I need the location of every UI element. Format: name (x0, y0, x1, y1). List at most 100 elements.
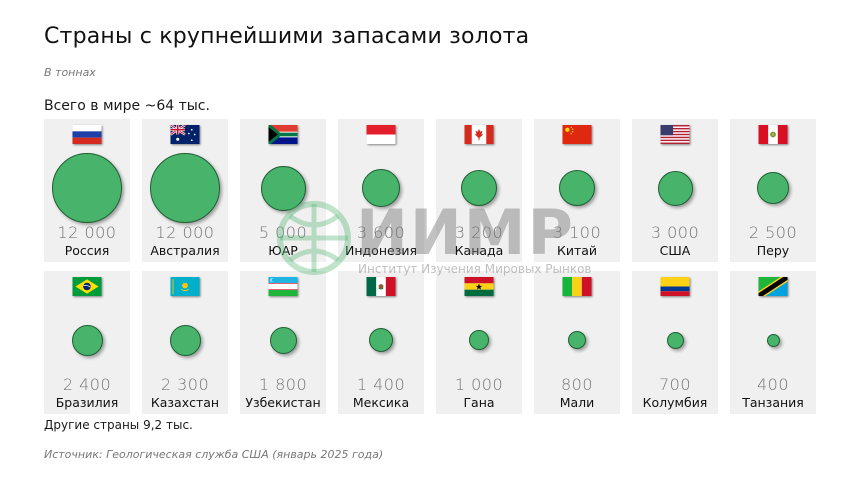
flag-peru-icon (758, 125, 788, 144)
reserve-value: 2 400 (62, 375, 112, 394)
country-card: 2 300 Казахстан (142, 271, 228, 414)
country-name: Китай (556, 243, 598, 258)
country-card: 700 Колумбия (632, 271, 718, 414)
reserve-bubble (71, 324, 103, 356)
country-card: 2 400 Бразилия (44, 271, 130, 414)
country-name: Россия (64, 243, 110, 258)
bubble-area (730, 301, 816, 379)
flag-australia-icon (170, 125, 200, 144)
country-card: 3 200 Канада (436, 119, 522, 262)
bubble-area (730, 149, 816, 227)
reserve-value: 3 000 (650, 223, 700, 242)
country-card: 1 800 Узбекистан (240, 271, 326, 414)
bubble-area (44, 149, 130, 227)
flag-usa-icon (660, 125, 690, 144)
country-card: 400 Танзания (730, 271, 816, 414)
bubble-area (534, 301, 620, 379)
reserve-bubble (568, 331, 586, 349)
reserve-bubble (666, 331, 684, 349)
country-name: Казахстан (150, 395, 220, 410)
reserve-bubble (469, 330, 489, 350)
country-card: 800 Мали (534, 271, 620, 414)
country-name: Мексика (352, 395, 410, 410)
country-card: 12 000 Австралия (142, 119, 228, 262)
country-card: 12 000 Россия (44, 119, 130, 262)
flag-tanzania-icon (758, 277, 788, 296)
bubble-area (338, 301, 424, 379)
flag-indonesia-icon (366, 125, 396, 144)
country-name: Перу (756, 243, 790, 258)
bubble-area (142, 301, 228, 379)
reserve-value: 3 100 (552, 223, 602, 242)
bubble-area (436, 301, 522, 379)
country-name: Колумбия (642, 395, 708, 410)
reserve-bubble (559, 170, 595, 206)
country-card: 2 500 Перу (730, 119, 816, 262)
reserve-bubble (260, 165, 306, 211)
reserve-bubble (766, 333, 780, 347)
reserve-value: 3 200 (454, 223, 504, 242)
flag-colombia-icon (660, 277, 690, 296)
reserve-value: 400 (756, 375, 790, 394)
reserve-value: 3 600 (356, 223, 406, 242)
country-name: Канада (454, 243, 504, 258)
flag-mexico-icon (366, 277, 396, 296)
country-name: США (659, 243, 691, 258)
reserve-bubble (269, 326, 297, 354)
country-name: Танзания (742, 395, 804, 410)
source-note: Источник: Геологическая служба США (янва… (44, 448, 384, 461)
country-name: Индонезия (345, 243, 417, 258)
reserve-value: 12 000 (155, 223, 215, 242)
flag-canada-icon (464, 125, 494, 144)
flag-brazil-icon (72, 277, 102, 296)
reserve-bubble (657, 170, 693, 206)
reserve-value: 2 500 (748, 223, 798, 242)
flag-russia-icon (72, 125, 102, 144)
reserve-bubble (461, 170, 497, 206)
reserve-bubble (757, 172, 789, 204)
reserve-bubble (150, 153, 220, 223)
flag-china-icon (562, 125, 592, 144)
flag-south-africa-icon (268, 125, 298, 144)
reserve-value: 1 400 (356, 375, 406, 394)
flag-kazakhstan-icon (170, 277, 200, 296)
country-card: 3 100 Китай (534, 119, 620, 262)
reserve-value: 2 300 (160, 375, 210, 394)
country-name: Гана (463, 395, 495, 410)
country-grid: 12 000 Россия 12 000 Австралия 5 000 ЮАР 3 600… (44, 119, 816, 414)
reserve-value: 1 000 (454, 375, 504, 394)
reserve-value: 700 (658, 375, 692, 394)
flag-uzbekistan-icon (268, 277, 298, 296)
reserve-bubble (52, 153, 122, 223)
bubble-area (632, 149, 718, 227)
country-name: Австралия (150, 243, 220, 258)
chart-title: Страны с крупнейшими запасами золота (44, 24, 530, 49)
country-name: Бразилия (55, 395, 119, 410)
world-total: Всего в мире ~64 тыс. (44, 98, 210, 114)
reserve-value: 800 (560, 375, 594, 394)
bubble-area (44, 301, 130, 379)
bubble-area (632, 301, 718, 379)
flag-ghana-icon (464, 277, 494, 296)
country-card: 3 600 Индонезия (338, 119, 424, 262)
bubble-area (338, 149, 424, 227)
country-card: 1 000 Гана (436, 271, 522, 414)
flag-mali-icon (562, 277, 592, 296)
reserve-bubble (362, 169, 400, 207)
country-name: Мали (559, 395, 595, 410)
reserve-value: 12 000 (57, 223, 117, 242)
country-card: 3 000 США (632, 119, 718, 262)
bubble-area (436, 149, 522, 227)
reserve-value: 5 000 (258, 223, 308, 242)
chart-subtitle: В тоннах (44, 66, 96, 79)
country-card: 1 400 Мексика (338, 271, 424, 414)
bubble-area (142, 149, 228, 227)
others-total: Другие страны 9,2 тыс. (44, 418, 193, 432)
reserve-bubble (169, 324, 201, 356)
bubble-area (240, 301, 326, 379)
country-name: Узбекистан (245, 395, 321, 410)
bubble-area (534, 149, 620, 227)
reserve-value: 1 800 (258, 375, 308, 394)
country-card: 5 000 ЮАР (240, 119, 326, 262)
reserve-bubble (369, 328, 393, 352)
